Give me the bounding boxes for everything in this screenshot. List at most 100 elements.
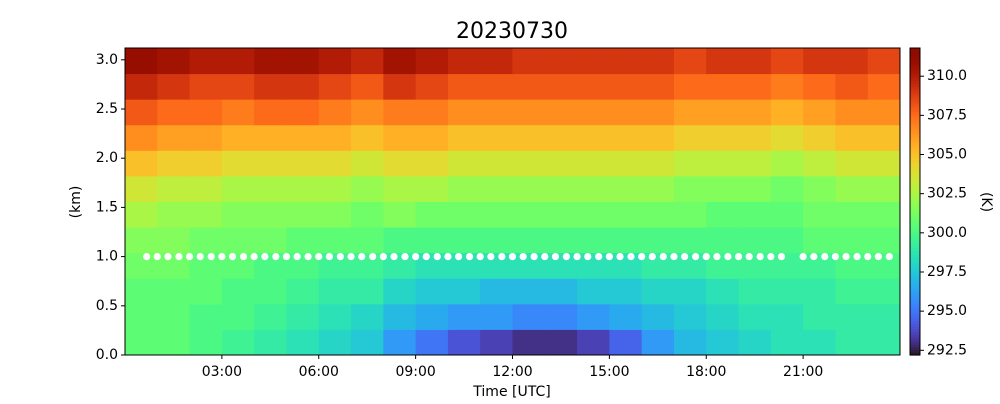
heatmap-cell (286, 278, 320, 305)
heatmap-cell (673, 227, 707, 254)
colorbar-segment (910, 262, 920, 267)
heatmap-cell (706, 303, 740, 330)
marker (724, 253, 732, 261)
heatmap-cell (770, 201, 804, 228)
x-tick-label: 03:00 (202, 364, 242, 380)
heatmap-cell (673, 48, 707, 75)
colorbar-segment (910, 270, 920, 274)
heatmap-cell (641, 278, 675, 305)
colorbar-segment (910, 71, 920, 75)
heatmap-cell (254, 124, 287, 151)
heatmap-cell (512, 73, 546, 100)
heatmap-cell (803, 73, 836, 100)
colorbar-segment (910, 191, 920, 195)
marker (315, 253, 323, 261)
colorbar-segment (910, 58, 920, 62)
x-tick-label: 15:00 (589, 364, 629, 380)
heatmap-cell (189, 124, 223, 151)
heatmap-cell (770, 73, 804, 100)
heatmap-cell (351, 99, 384, 126)
heatmap-cell (673, 99, 707, 126)
heatmap-cell (286, 227, 320, 254)
colorbar-segment (910, 204, 920, 208)
heatmap-cell (351, 201, 384, 228)
marker (218, 253, 226, 261)
colorbar-segment (910, 227, 920, 231)
marker (745, 253, 753, 261)
heatmap-cell (738, 329, 772, 356)
heatmap-cell (673, 150, 707, 177)
heatmap-cell (544, 99, 578, 126)
colorbar-segment (910, 163, 920, 167)
heatmap-cell (351, 329, 384, 356)
heatmap-cell (157, 150, 191, 177)
heatmap-cell (544, 278, 578, 305)
heatmap-cell (577, 124, 610, 151)
heatmap-cell (447, 303, 481, 330)
colorbar-segment (910, 122, 920, 126)
colorbar-segment (910, 334, 920, 338)
colorbar-segment (910, 109, 920, 113)
colorbar-segment (910, 124, 920, 128)
heatmap-cell (577, 99, 610, 126)
marker (853, 253, 861, 261)
marker (831, 253, 840, 261)
heatmap-cell (867, 252, 901, 279)
colorbar-segment (910, 178, 920, 182)
marker (390, 253, 398, 261)
colorbar-segment (910, 316, 920, 320)
heatmap-cell (738, 124, 772, 151)
colorbar-segment (910, 140, 920, 144)
heatmap-cell (673, 303, 707, 330)
heatmap-cell (867, 303, 901, 330)
colorbar-tick-label: 295.0 (927, 303, 967, 319)
heatmap-cell (835, 73, 869, 100)
heatmap-cell (254, 252, 287, 279)
heatmap-cell (480, 124, 513, 151)
heatmap-cell (383, 329, 417, 356)
marker (874, 253, 882, 261)
heatmap-cell (641, 48, 675, 75)
colorbar-segment (910, 221, 920, 226)
heatmap-cell (125, 73, 158, 100)
colorbar-segment (910, 155, 920, 159)
marker (304, 253, 312, 261)
heatmap-cell (867, 124, 901, 151)
heatmap-cell (609, 150, 643, 177)
colorbar-frame (909, 47, 921, 356)
marker (336, 253, 344, 261)
colorbar-segment (910, 91, 920, 95)
heatmap-cell (318, 278, 352, 305)
heatmap-cell (673, 73, 707, 100)
heatmap-cell (415, 329, 449, 356)
marker (864, 253, 872, 261)
colorbar-segment (910, 198, 920, 203)
colorbar-segment (910, 244, 920, 249)
heatmap-cell (706, 278, 740, 305)
colorbar-segment (910, 324, 920, 328)
heatmap-cell (254, 73, 287, 100)
colorbar-segment (910, 76, 920, 80)
heatmap-cell (383, 252, 417, 279)
heatmap-cell (351, 150, 384, 177)
heatmap-cell (125, 329, 158, 356)
heatmap-cell (254, 201, 287, 228)
heatmap-cell (609, 175, 643, 202)
heatmap-cell (770, 252, 804, 279)
colorbar-segment (910, 106, 920, 110)
colorbar-segment (910, 147, 920, 151)
heatmap-cell (351, 73, 384, 100)
heatmap-cell (480, 48, 513, 75)
colorbar-segment (910, 232, 920, 236)
heatmap-cell (835, 303, 869, 330)
heatmap-cell (544, 150, 578, 177)
colorbar-segment (910, 68, 920, 72)
heatmap-cell (577, 252, 610, 279)
heatmap-cell (803, 329, 836, 356)
marker (358, 253, 366, 261)
heatmap-cell (415, 48, 449, 75)
heatmap-cell (803, 201, 836, 228)
colorbar-segment (910, 183, 920, 187)
heatmap-cell (157, 227, 191, 254)
heatmap-cell (867, 227, 901, 254)
